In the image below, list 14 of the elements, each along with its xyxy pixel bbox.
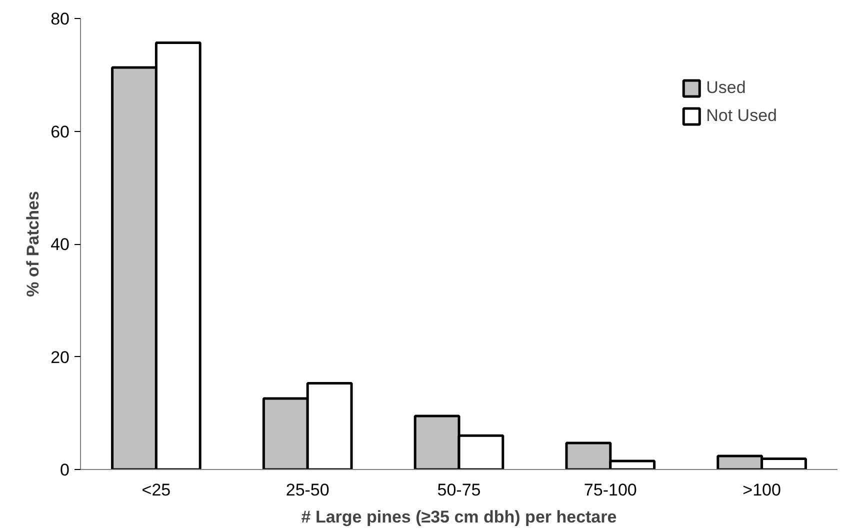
x-tick-label: 75-100	[584, 480, 637, 500]
x-axis-title: # Large pines (≥35 cm dbh) per hectare	[301, 508, 617, 526]
y-axis-title: % of Patches	[24, 191, 43, 297]
x-tick-label: >100	[742, 480, 781, 500]
y-tick-label: 0	[60, 460, 70, 480]
y-tick-label: 40	[50, 235, 70, 254]
legend-label: Used	[706, 78, 746, 98]
x-tick-label: 50-75	[437, 480, 481, 500]
x-tick-label: <25	[142, 480, 171, 500]
x-tick-label: 25-50	[286, 480, 330, 500]
y-tick-label: 60	[50, 122, 70, 142]
legend-label: Not Used	[706, 106, 777, 126]
y-tick-label: 80	[50, 10, 70, 28]
y-tick-label: 20	[50, 348, 70, 367]
